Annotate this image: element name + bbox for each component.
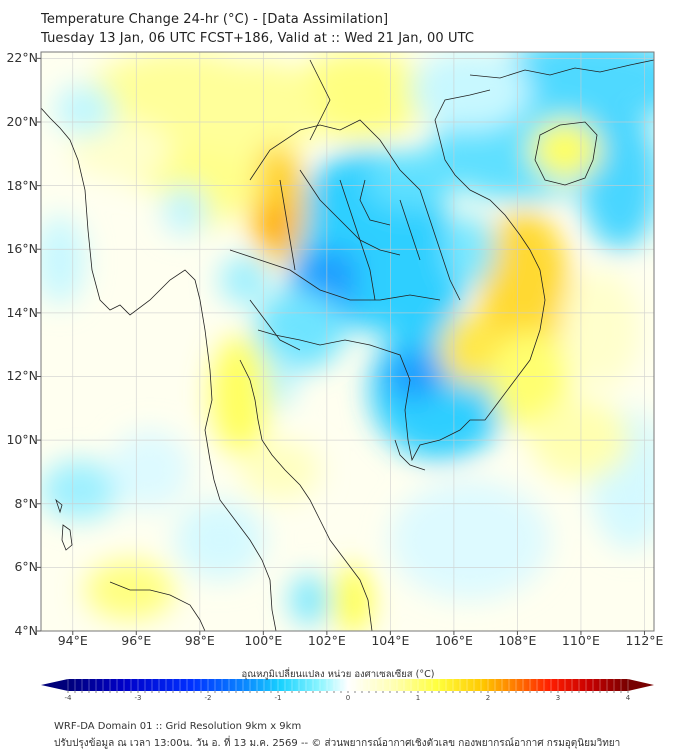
- colorbar-tick-label: -2: [204, 694, 212, 702]
- lon-tick-label: 94°E: [57, 633, 88, 648]
- colorbar-tick-label: -1: [274, 694, 282, 702]
- chart-title: Temperature Change 24-hr (°C) - [Data As…: [41, 12, 389, 27]
- coastlines: [41, 59, 654, 631]
- colorbar-tick-label: 2: [485, 694, 491, 702]
- lat-tick-label: 22°N: [6, 50, 38, 66]
- footer-update-info: ปรับปรุงข้อมูล ณ เวลา 13:00น. วัน อ. ที่…: [54, 738, 621, 749]
- lon-tick-label: 108°E: [498, 633, 537, 648]
- lat-tick-label: 12°N: [6, 368, 38, 384]
- colorbar-label: อุณหภูมิเปลี่ยนแปลง หน่วย องศาเซลเซียส (…: [241, 669, 435, 680]
- lat-tick-label: 8°N: [14, 495, 38, 511]
- lat-tick-label: 18°N: [6, 177, 38, 193]
- lon-tick-label: 96°E: [121, 633, 152, 648]
- footer-model-info: WRF-DA Domain 01 :: Grid Resolution 9km …: [54, 721, 302, 732]
- lon-tick-label: 102°E: [307, 633, 346, 648]
- lat-tick-label: 20°N: [6, 113, 38, 129]
- lon-tick-label: 104°E: [371, 633, 410, 648]
- colorbar-tick-label: 4: [625, 694, 631, 702]
- colorbar-tick-label: -3: [134, 694, 142, 702]
- colorbar-tick-label: 0: [345, 694, 351, 702]
- lat-tick-label: 10°N: [6, 432, 38, 448]
- map-frame: [40, 51, 655, 632]
- lat-tick-label: 16°N: [6, 241, 38, 257]
- colorbar-tick-label: -4: [64, 694, 72, 702]
- lat-tick-label: 6°N: [14, 559, 38, 575]
- chart-subtitle: Tuesday 13 Jan, 06 UTC FCST+186, Valid a…: [41, 31, 475, 46]
- temperature-field: [41, 52, 654, 631]
- colorbar-max-arrow: [628, 679, 654, 691]
- lat-tick-label: 14°N: [6, 304, 38, 320]
- colorbar-tick-label: 1: [415, 694, 421, 702]
- lat-tick-label: 4°N: [14, 623, 38, 638]
- lon-tick-label: 98°E: [184, 633, 215, 648]
- colorbar-min-arrow: [41, 679, 68, 691]
- lon-tick-label: 110°E: [561, 633, 600, 648]
- lon-tick-label: 112°E: [625, 633, 664, 648]
- lon-tick-label: 100°E: [244, 633, 283, 648]
- colorbar: [41, 679, 654, 693]
- lon-tick-label: 106°E: [434, 633, 473, 648]
- colorbar-tick-label: 3: [555, 694, 561, 702]
